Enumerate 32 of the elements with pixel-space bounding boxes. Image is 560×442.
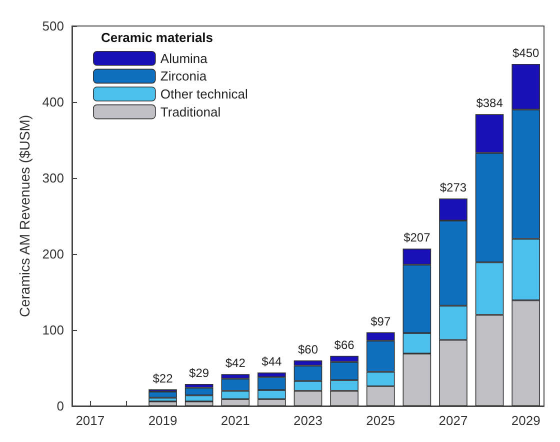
x-tick-label: 2023 (294, 413, 322, 428)
x-tick-label: 2025 (366, 413, 396, 428)
y-tick-label: 0 (56, 398, 64, 414)
y-axis-title: Ceramics AM Revenues ($USM) (16, 114, 32, 318)
total-label: $273 (440, 180, 467, 195)
total-label: $450 (512, 46, 540, 60)
total-label: $384 (476, 96, 504, 110)
total-label: $42 (225, 356, 246, 370)
y-tick-label: 100 (42, 322, 64, 338)
total-label: $66 (334, 338, 355, 352)
x-tick-label: 2017 (76, 413, 105, 428)
legend-label: Other technical (160, 86, 248, 102)
total-label: $97 (370, 314, 391, 328)
legend-label: Traditional (160, 104, 221, 120)
total-label: $22 (152, 371, 174, 386)
total-label: $207 (404, 230, 431, 245)
x-tick-label: 2021 (220, 413, 250, 428)
bar (148, 392, 177, 398)
y-tick-label: 200 (42, 246, 64, 262)
x-tick-label: 2029 (511, 413, 540, 428)
x-tick-label: 2027 (438, 413, 468, 428)
total-label: $29 (189, 366, 210, 380)
legend-label: Alumina (160, 50, 208, 66)
total-label: $44 (262, 354, 282, 369)
x-tick-label: 2019 (148, 413, 178, 428)
bar (148, 401, 177, 406)
y-tick-label: 500 (42, 18, 64, 34)
total-label: $60 (298, 342, 318, 356)
legend-label: Zirconia (160, 68, 208, 84)
y-tick-label: 300 (42, 170, 64, 186)
legend-title: Ceramic materials (101, 30, 214, 45)
y-tick-label: 400 (42, 94, 64, 110)
